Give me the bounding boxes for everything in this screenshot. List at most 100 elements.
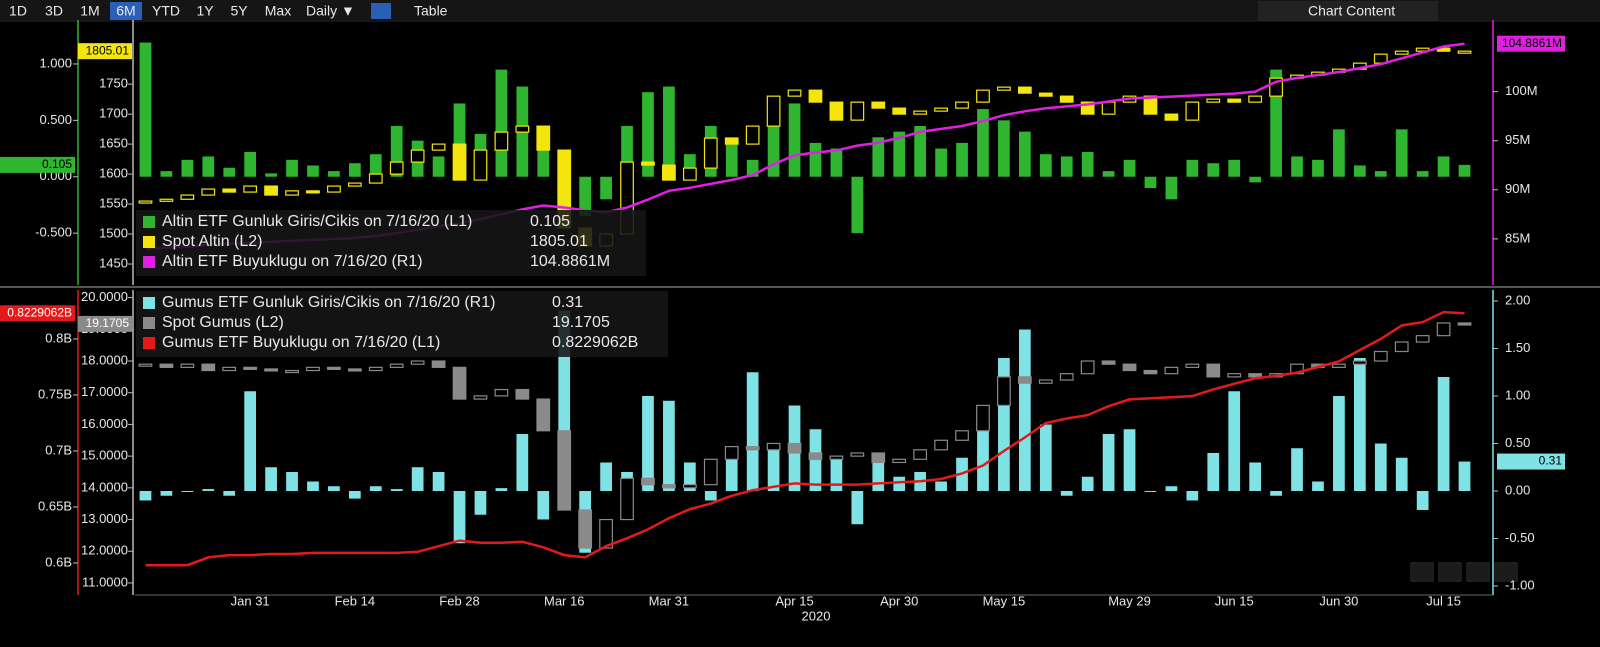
bar: [307, 165, 319, 177]
bar: [1312, 481, 1324, 491]
candle-body: [1436, 322, 1451, 337]
candle-body: [1227, 373, 1242, 378]
bar: [1458, 164, 1471, 177]
candle-body: [745, 125, 760, 145]
candle-body: [557, 430, 572, 511]
bar: [181, 159, 194, 177]
bar: [1395, 129, 1408, 177]
candle-body: [243, 366, 258, 370]
bar: [1039, 154, 1052, 177]
bar: [767, 443, 780, 491]
bar: [390, 489, 403, 491]
bar: [1291, 156, 1303, 177]
table-button[interactable]: Table: [414, 3, 448, 19]
y-tick-label: 0.00: [1505, 482, 1530, 497]
legend-value: 1805.01: [530, 233, 588, 250]
bar: [328, 486, 340, 491]
candle-body: [1122, 363, 1137, 372]
x-tick-label: Apr 15: [775, 593, 813, 608]
candle-body: [201, 188, 216, 196]
y-tick-label: 95M: [1505, 132, 1530, 147]
candle-body: [473, 149, 488, 181]
x-tick-label: Jan 31: [231, 593, 270, 608]
candle-body: [1164, 366, 1179, 375]
bar: [642, 396, 654, 491]
bar: [1312, 159, 1324, 177]
candle-body: [285, 190, 299, 196]
bar: [788, 103, 801, 177]
bar: [411, 467, 424, 491]
value-tag-label: 0.8229062B: [7, 305, 72, 319]
x-tick-label: Mar 16: [544, 593, 584, 608]
y-tick-label: 1550: [99, 195, 128, 210]
bar: [1039, 424, 1052, 491]
range-button[interactable]: 1M: [80, 3, 99, 19]
candle-body: [138, 200, 153, 204]
y-tick-label: 14.0000: [81, 479, 128, 494]
candle-body: [913, 110, 928, 115]
candle-body: [264, 368, 278, 372]
candle-body: [306, 190, 320, 194]
icon[interactable]: [1466, 562, 1490, 582]
bar: [767, 114, 780, 177]
y-tick-label: 85M: [1505, 230, 1530, 245]
value-tag: [0, 305, 75, 322]
range-button[interactable]: YTD: [152, 3, 180, 19]
legend-value: 0.105: [530, 213, 570, 230]
bar: [328, 171, 340, 177]
bar: [746, 159, 759, 177]
candle-body: [1457, 322, 1472, 326]
bar: [1249, 462, 1262, 491]
chart-content-button[interactable]: Chart Content: [1308, 3, 1395, 19]
icon[interactable]: [1410, 562, 1434, 582]
candle-body: [368, 173, 383, 184]
candle-body: [536, 398, 551, 432]
range-button[interactable]: Max: [265, 3, 291, 19]
candle-body: [578, 509, 593, 549]
candle-body: [850, 452, 865, 457]
candle-body: [1206, 363, 1221, 378]
bar: [1018, 329, 1031, 491]
candle-body: [703, 458, 718, 486]
value-tag: [1497, 35, 1565, 52]
y-tick-label: 1500: [99, 225, 128, 240]
candle-body: [1143, 369, 1158, 375]
candle-body: [976, 89, 990, 103]
y-tick-label: 1750: [99, 76, 128, 91]
bar: [642, 92, 654, 177]
candle-body: [536, 125, 551, 151]
candle-body: [368, 366, 383, 372]
candle-body: [515, 388, 530, 400]
legend-label: Altin ETF Gunluk Giris/Cikis on 7/16/20 …: [162, 213, 472, 230]
legend-value: 0.8229062B: [552, 334, 638, 351]
candle-body: [1206, 98, 1221, 103]
range-button[interactable]: 1D: [9, 3, 27, 19]
bar: [1270, 69, 1282, 177]
interval-button[interactable]: Daily ▼: [306, 3, 355, 19]
toolbar: [0, 0, 1600, 22]
candle-body: [1373, 350, 1388, 362]
y-tick-label: 1.000: [39, 55, 72, 70]
icon[interactable]: [1494, 562, 1518, 582]
candle-body: [1038, 379, 1053, 384]
bar: [390, 126, 403, 177]
chart-type-icon[interactable]: [371, 3, 391, 19]
y-tick-label: 1650: [99, 136, 128, 151]
legend-swatch: [143, 317, 155, 329]
bar: [872, 137, 885, 177]
candle-body: [662, 164, 676, 181]
range-button[interactable]: 1Y: [196, 3, 214, 19]
bar: [830, 148, 843, 177]
bar: [495, 69, 508, 177]
range-button[interactable]: 3D: [45, 3, 63, 19]
range-button[interactable]: 5Y: [230, 3, 248, 19]
bar: [1395, 457, 1408, 491]
range-button[interactable]: 6M: [116, 3, 135, 19]
bar: [139, 42, 152, 177]
bar: [558, 310, 571, 491]
bar: [1060, 490, 1073, 496]
legend-label: Gumus ETF Buyuklugu on 7/16/20 (L1): [162, 334, 440, 351]
y-tick-label: 0.65B: [38, 498, 72, 513]
icon[interactable]: [1438, 562, 1462, 582]
